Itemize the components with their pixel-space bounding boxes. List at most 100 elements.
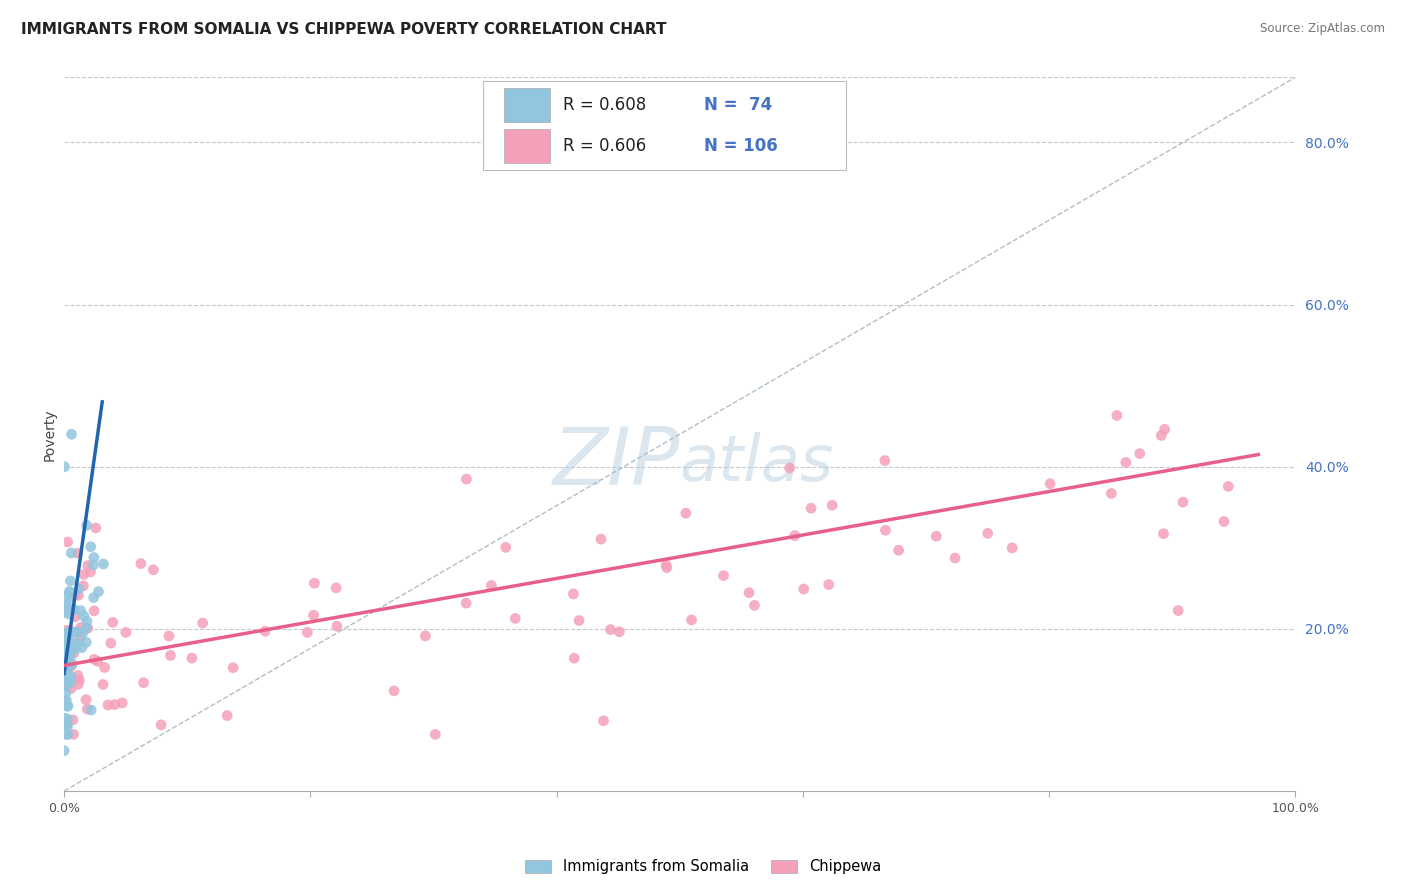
Point — [65, 609, 87, 624]
Point — [91, 677, 114, 691]
Point — [59, 634, 82, 648]
Point — [97, 698, 120, 712]
Point — [53, 648, 76, 662]
Point — [66, 668, 89, 682]
Point — [115, 625, 138, 640]
Point — [55, 598, 77, 612]
Point — [72, 625, 94, 640]
Point — [568, 614, 591, 628]
Point — [655, 560, 678, 574]
Point — [55, 727, 77, 741]
Point — [76, 518, 98, 533]
Point — [93, 660, 115, 674]
Point — [65, 625, 87, 640]
Point — [943, 551, 966, 566]
FancyBboxPatch shape — [482, 81, 846, 170]
Point — [58, 636, 80, 650]
Point — [800, 501, 823, 516]
Point — [104, 698, 127, 712]
Point — [72, 579, 94, 593]
Point — [58, 625, 80, 640]
Point — [87, 654, 110, 668]
Point — [793, 582, 815, 596]
Text: R = 0.606: R = 0.606 — [562, 137, 645, 155]
Point — [821, 498, 844, 512]
Point — [713, 568, 735, 582]
Point — [159, 648, 181, 663]
Point — [63, 588, 86, 602]
Bar — [503, 88, 550, 122]
Point — [157, 629, 180, 643]
Point — [80, 540, 103, 554]
Point — [63, 646, 86, 660]
Point — [67, 582, 90, 596]
Point — [58, 584, 80, 599]
Point — [503, 611, 526, 625]
Y-axis label: Poverty: Poverty — [44, 408, 58, 460]
Point — [887, 543, 910, 558]
Point — [817, 577, 839, 591]
Point — [82, 558, 104, 572]
Text: N =  74: N = 74 — [704, 96, 772, 114]
Point — [655, 558, 678, 572]
Point — [562, 587, 585, 601]
Point — [75, 635, 97, 649]
Point — [59, 669, 82, 683]
Point — [56, 631, 79, 645]
Text: ZIP: ZIP — [553, 424, 679, 502]
Point — [53, 743, 76, 757]
Point — [53, 711, 76, 725]
Point — [779, 461, 801, 475]
Point — [55, 664, 77, 678]
Point — [60, 546, 83, 560]
Point — [56, 712, 79, 726]
Point — [69, 620, 91, 634]
Point — [62, 643, 84, 657]
Point — [69, 631, 91, 645]
Point — [56, 535, 79, 549]
Point — [1213, 515, 1236, 529]
Point — [382, 684, 405, 698]
Point — [56, 664, 79, 678]
Point — [55, 624, 77, 638]
Point — [83, 604, 105, 618]
Point — [681, 613, 703, 627]
Point — [56, 680, 79, 694]
Point — [101, 615, 124, 630]
Point — [67, 673, 90, 687]
Point — [479, 578, 502, 592]
Point — [66, 546, 89, 560]
Point — [1153, 422, 1175, 436]
Point — [1001, 541, 1024, 555]
Point — [55, 693, 77, 707]
Point — [59, 681, 82, 696]
Point — [325, 581, 347, 595]
Point — [925, 529, 948, 543]
Point — [129, 557, 152, 571]
Point — [55, 686, 77, 700]
Point — [58, 626, 80, 640]
Point — [56, 665, 79, 680]
Point — [80, 703, 103, 717]
Text: IMMIGRANTS FROM SOMALIA VS CHIPPEWA POVERTY CORRELATION CHART: IMMIGRANTS FROM SOMALIA VS CHIPPEWA POVE… — [21, 22, 666, 37]
Point — [425, 727, 447, 741]
Point — [58, 659, 80, 673]
Point — [111, 696, 134, 710]
Point — [65, 640, 87, 655]
Point — [83, 591, 105, 605]
Point — [59, 585, 82, 599]
Point — [70, 640, 93, 655]
Point — [65, 625, 87, 640]
Point — [66, 636, 89, 650]
Point — [56, 630, 79, 644]
Point — [53, 459, 76, 474]
Point — [76, 558, 98, 573]
Point — [875, 523, 897, 537]
Point — [76, 621, 98, 635]
Point — [297, 625, 319, 640]
Text: R = 0.608: R = 0.608 — [562, 96, 645, 114]
Point — [1153, 526, 1175, 541]
Point — [67, 677, 90, 691]
Point — [73, 609, 96, 624]
Point — [59, 574, 82, 588]
